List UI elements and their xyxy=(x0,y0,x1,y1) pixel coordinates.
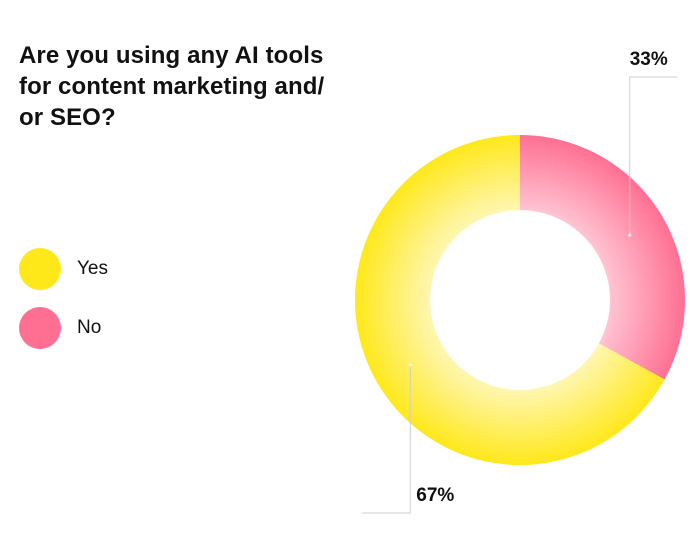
leader-dot-no xyxy=(628,233,632,237)
leader-line-no xyxy=(629,76,678,236)
donut-slice-no xyxy=(520,135,685,380)
legend-label-yes: Yes xyxy=(77,258,108,279)
chart-title: Are you using any AI tools for content m… xyxy=(19,40,359,133)
leader-dot-yes xyxy=(408,363,412,367)
legend-swatch-no xyxy=(19,307,61,349)
legend-item-yes: Yes xyxy=(19,248,108,290)
legend-label-no: No xyxy=(77,317,102,338)
data-labels: 67% 33% xyxy=(416,49,668,506)
chart-title-line-1: Are you using any AI tools xyxy=(19,42,324,69)
leader-line-yes xyxy=(362,364,411,514)
chart-title-line-2: for content marketing and/ xyxy=(19,73,325,100)
leader-lines xyxy=(362,76,678,514)
donut-slice-yes xyxy=(354,135,665,465)
donut-slices xyxy=(354,135,685,465)
data-label-no: 33% xyxy=(630,49,668,70)
chart-legend: Yes No xyxy=(19,248,108,366)
data-label-yes: 67% xyxy=(416,485,454,506)
legend-item-no: No xyxy=(19,307,108,349)
legend-swatch-yes xyxy=(19,248,61,290)
chart-title-line-3: or SEO? xyxy=(19,104,116,131)
